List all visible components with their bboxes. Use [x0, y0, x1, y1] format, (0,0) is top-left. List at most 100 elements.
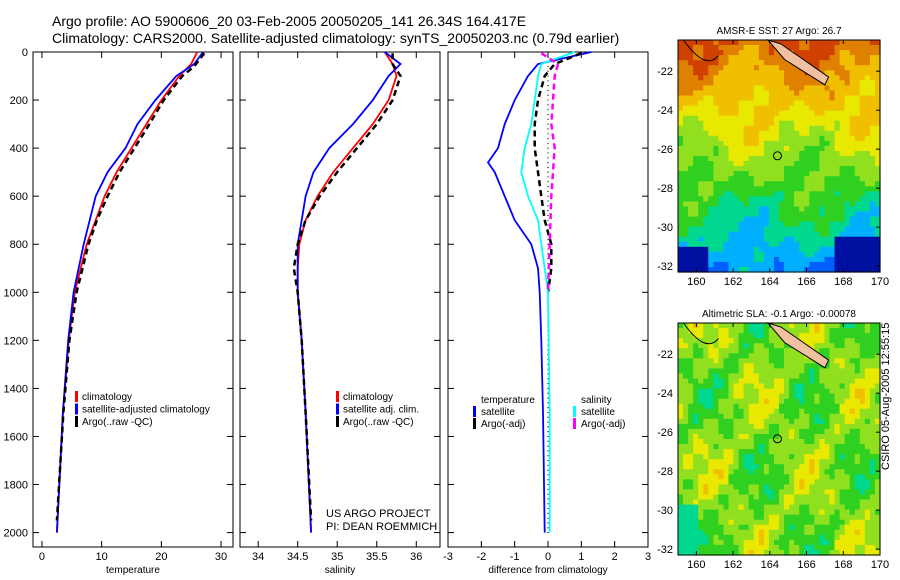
map-cell [713, 45, 719, 51]
map-cell [784, 201, 790, 207]
map-cell [683, 428, 689, 435]
map-cell [713, 323, 719, 329]
map-cell [869, 80, 876, 86]
map-cell [703, 338, 709, 344]
map-cell [814, 191, 820, 197]
map-cell [834, 439, 841, 445]
map-cell [864, 156, 871, 162]
map-cell [779, 474, 785, 480]
map-cell [864, 105, 871, 112]
map-cell [859, 236, 866, 243]
map-cell [728, 60, 735, 66]
map-cell [829, 428, 836, 435]
map-cell [819, 524, 825, 531]
map-cell [708, 186, 714, 192]
map-cell [804, 378, 810, 385]
map-cell [733, 75, 740, 81]
map-cell [774, 55, 780, 61]
map-cell [789, 176, 795, 182]
map-cell [814, 201, 820, 207]
map-cell [809, 161, 815, 167]
map-cell [789, 514, 795, 521]
map-cell [839, 70, 846, 76]
map-cell [763, 484, 770, 490]
map-cell [854, 166, 861, 172]
temperature-legend-label: climatology [82, 392, 132, 403]
map-cell [688, 65, 694, 71]
map-cell [844, 529, 851, 536]
map-cell [768, 75, 775, 81]
map-cell [723, 181, 730, 187]
map-cell [723, 529, 730, 536]
map-cell [688, 75, 694, 81]
map-cell [789, 544, 795, 551]
map-cell [708, 464, 714, 470]
map-cell [834, 534, 841, 541]
map-cell [723, 236, 730, 243]
map-cell [844, 231, 851, 238]
map-cell [723, 494, 730, 501]
map-cell [693, 489, 699, 495]
map-cell [713, 439, 719, 445]
map-cell [804, 328, 810, 334]
map-cell [779, 261, 785, 268]
map-cell [703, 469, 709, 475]
map-cell [678, 489, 684, 495]
map-cell [678, 550, 684, 556]
map-cell [678, 75, 684, 81]
map-cell [718, 474, 724, 480]
map-cell [869, 534, 876, 541]
map-cell [839, 439, 846, 445]
zero-reference-dot [547, 493, 549, 495]
map-cell [693, 544, 699, 551]
sla-map-xtick-label: 162 [724, 559, 742, 571]
map-cell [733, 509, 740, 516]
map-cell [763, 418, 770, 425]
map-cell [829, 181, 836, 187]
map-cell [839, 246, 846, 253]
map-cell [763, 423, 770, 430]
map-cell [713, 221, 719, 228]
map-cell [859, 45, 866, 51]
map-cell [688, 95, 694, 102]
map-cell [763, 398, 770, 405]
map-cell [834, 368, 841, 374]
map-cell [733, 474, 740, 480]
map-cell [799, 514, 805, 521]
map-cell [849, 353, 856, 359]
map-cell [804, 388, 810, 395]
map-cell [849, 524, 856, 531]
map-cell [789, 201, 795, 207]
zero-reference-dot [547, 522, 549, 524]
map-cell [718, 110, 724, 117]
map-cell [763, 479, 770, 485]
map-cell [774, 499, 780, 506]
map-cell [779, 338, 785, 344]
map-cell [834, 70, 841, 76]
map-cell [738, 383, 745, 390]
depth-tick-label: 400 [10, 143, 28, 155]
map-cell [753, 120, 760, 127]
map-cell [789, 398, 795, 405]
map-cell [814, 499, 820, 506]
map-cell [875, 323, 881, 329]
map-cell [748, 110, 755, 117]
map-cell [678, 428, 684, 435]
map-cell [844, 519, 851, 526]
map-cell [733, 519, 740, 526]
map-cell [698, 241, 704, 248]
map-cell [804, 156, 810, 162]
map-cell [703, 55, 709, 61]
map-cell [839, 469, 846, 475]
map-cell [849, 251, 856, 258]
map-cell [703, 100, 709, 107]
map-cell [753, 60, 760, 66]
map-cell [768, 135, 775, 142]
map-cell [875, 383, 881, 390]
map-cell [779, 70, 785, 76]
map-cell [738, 373, 745, 379]
map-cell [834, 544, 841, 551]
map-cell [869, 449, 876, 455]
map-cell [824, 166, 831, 172]
map-cell [824, 403, 831, 410]
